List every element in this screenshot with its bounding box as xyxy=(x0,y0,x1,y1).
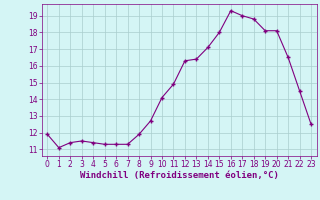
X-axis label: Windchill (Refroidissement éolien,°C): Windchill (Refroidissement éolien,°C) xyxy=(80,171,279,180)
